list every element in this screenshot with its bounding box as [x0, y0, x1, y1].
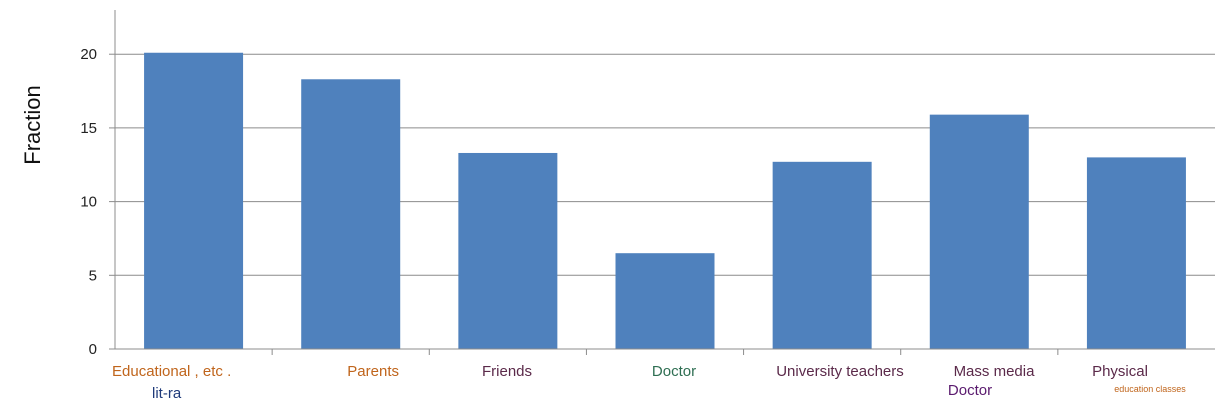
bar	[301, 79, 401, 349]
bar	[772, 161, 872, 349]
x-tick-label: Doctor	[652, 363, 696, 380]
x-tick-label: Physical	[1092, 363, 1148, 380]
y-tick-label: 15	[80, 120, 97, 137]
y-tick-label: 10	[80, 194, 97, 211]
bar	[929, 114, 1029, 349]
bar	[615, 253, 715, 349]
x-sub-label: lit-ra	[152, 385, 182, 402]
x-tick-label: Friends	[482, 363, 532, 380]
bar	[144, 52, 244, 350]
x-sub-label: Doctor	[948, 382, 992, 399]
y-tick-label: 20	[80, 46, 97, 63]
bar	[458, 152, 558, 349]
y-tick-label: 5	[89, 267, 97, 284]
bars	[144, 52, 1186, 350]
y-tick-labels: 0 5 10 15 20	[80, 46, 97, 358]
x-sub-label: education classes	[1114, 384, 1186, 394]
x-category-labels: Educational , etc . Parents Friends Doctor U…	[112, 363, 1186, 402]
bar	[1086, 157, 1186, 349]
x-tick-label: Educational , etc .	[112, 363, 231, 380]
x-tick-label: University teachers	[776, 363, 904, 380]
x-tick-label: Mass media	[954, 363, 1036, 380]
gridlines	[109, 53, 1215, 355]
y-axis-label: Fraction	[20, 85, 45, 164]
y-tick-label: 0	[89, 341, 97, 358]
x-tick-label: Parents	[347, 363, 399, 380]
